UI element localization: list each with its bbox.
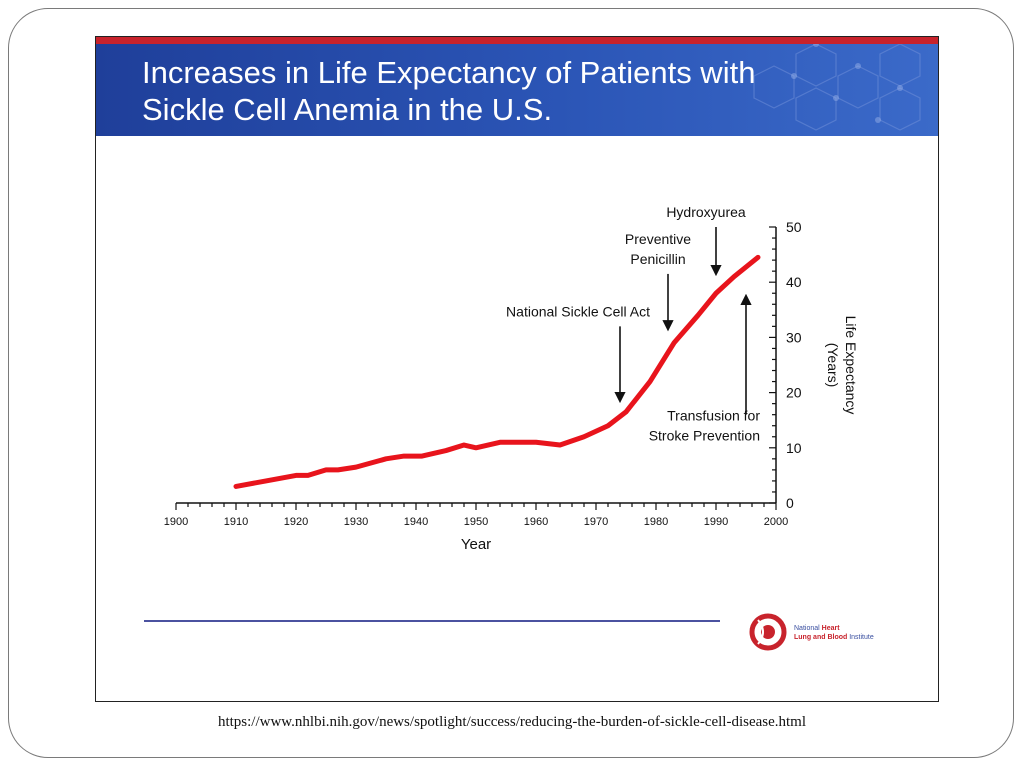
data-point — [295, 474, 297, 476]
annotation-label-2-0: National Sickle Cell Act — [506, 303, 650, 319]
logo-line2-b: Institute — [847, 634, 874, 641]
x-tick-label: 2000 — [764, 516, 788, 528]
data-point — [733, 276, 735, 278]
x-tick-label: 1960 — [524, 516, 548, 528]
red-top-strip — [96, 37, 938, 44]
data-point — [673, 342, 675, 344]
y-tick-label: 30 — [786, 329, 802, 345]
x-tick-label: 1940 — [404, 516, 428, 528]
data-point — [463, 444, 465, 446]
y-tick-label: 0 — [786, 495, 794, 511]
data-point — [235, 485, 237, 487]
x-tick-label: 1980 — [644, 516, 668, 528]
x-tick-label: 1950 — [464, 516, 488, 528]
logo-line1-a: National — [794, 625, 822, 632]
data-point — [355, 466, 357, 468]
x-tick-label: 1930 — [344, 516, 368, 528]
data-point — [307, 474, 309, 476]
data-point — [499, 441, 501, 443]
x-tick-label: 1970 — [584, 516, 608, 528]
title-banner: Increases in Life Expectancy of Patients… — [96, 44, 938, 136]
logo-line2-a: Lung and Blood — [794, 634, 848, 641]
series-line-0 — [233, 254, 761, 489]
y-axis-label-line-2: (Years) — [825, 343, 841, 388]
nhlbi-logo-text: National Heart Lung and Blood Institute — [794, 624, 874, 642]
data-point — [697, 314, 699, 316]
y-tick-label: 40 — [786, 274, 802, 290]
y-tick-label: 10 — [786, 440, 802, 456]
x-axis-label: Year — [461, 536, 491, 553]
data-point — [625, 411, 627, 413]
y-tick-label: 50 — [786, 219, 802, 235]
data-point — [265, 480, 267, 482]
source-url[interactable]: https://www.nhlbi.nih.gov/news/spotlight… — [217, 714, 807, 730]
data-point — [445, 450, 447, 452]
data-point — [337, 469, 339, 471]
slide-title-line-1: Increases in Life Expectancy of Patients… — [142, 55, 756, 90]
data-point — [649, 381, 651, 383]
footer-rule — [144, 620, 720, 622]
hexagon-pattern — [753, 44, 921, 131]
data-point — [607, 425, 609, 427]
data-point — [715, 292, 717, 294]
data-point — [559, 444, 561, 446]
y-axis-label-line-1: Life Expectancy — [843, 316, 859, 415]
life-expectancy-chart: 1900 1910 1920 1930 1940 1950 1960 1970 1980 1990… — [164, 204, 859, 553]
x-tick-label: 1900 — [164, 516, 188, 528]
nhlbi-logo: National Heart Lung and Blood Institute — [744, 612, 904, 652]
data-point — [535, 441, 537, 443]
x-tick-label: 1910 — [224, 516, 248, 528]
nhlbi-logo-icon — [749, 613, 787, 651]
data-point — [475, 447, 477, 449]
slide-picture: Increases in Life Expectancy of Patients… — [95, 36, 939, 702]
annotation-label-1-0: Preventive — [625, 231, 691, 247]
annotation-label-3-0: Transfusion for — [667, 408, 760, 424]
annotation-label-1-1: Penicillin — [630, 251, 685, 267]
slide-title-line-2: Sickle Cell Anemia in the U.S. — [142, 92, 553, 127]
data-point — [385, 458, 387, 460]
slide-title: Increases in Life Expectancy of Patients… — [142, 54, 862, 128]
data-point — [757, 256, 759, 258]
y-tick-label: 20 — [786, 385, 802, 401]
annotation-label-3-1: Stroke Prevention — [649, 428, 760, 444]
data-point — [583, 436, 585, 438]
x-tick-label: 1920 — [284, 516, 308, 528]
annotation-label-0-0: Hydroxyurea — [666, 204, 746, 220]
data-point — [325, 469, 327, 471]
data-point — [421, 455, 423, 457]
x-tick-label: 1990 — [704, 516, 728, 528]
logo-line1-b: Heart — [821, 625, 840, 632]
data-point — [403, 455, 405, 457]
